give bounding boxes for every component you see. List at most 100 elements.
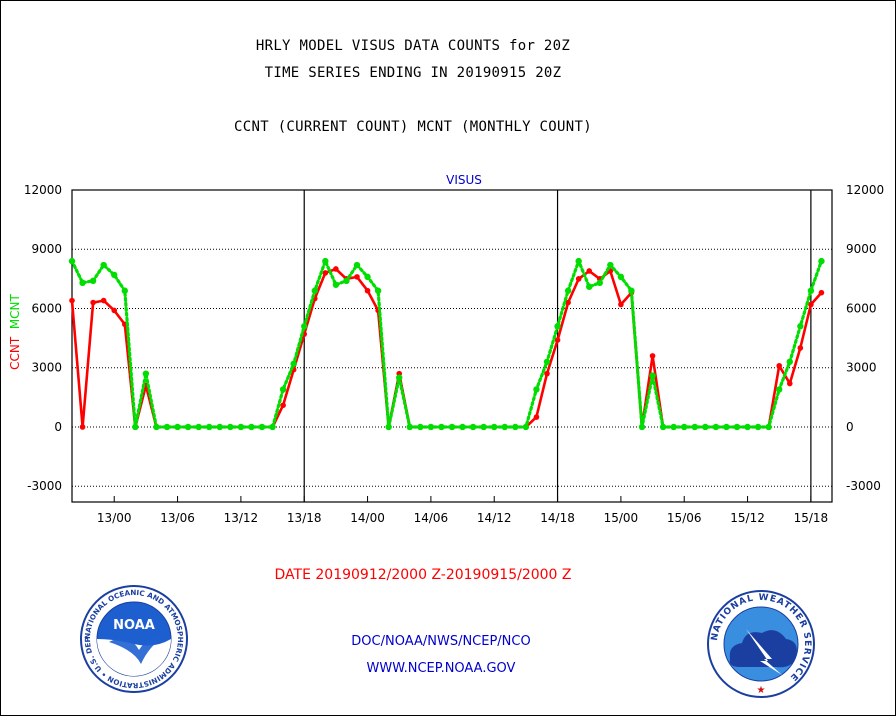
data-point-mcnt	[659, 423, 667, 431]
data-point-mcnt	[385, 423, 392, 431]
data-point-mcnt	[396, 374, 403, 381]
data-point-mcnt	[269, 423, 276, 431]
data-point-ccnt	[808, 301, 814, 308]
data-point-mcnt	[522, 423, 530, 431]
data-point-mcnt	[206, 423, 213, 431]
y-axis-label-mcnt: MCNT	[8, 293, 22, 329]
date-range-label: DATE 20190912/2000 Z-20190915/2000 Z	[275, 567, 572, 583]
y-tick-label-left: 6000	[31, 301, 62, 315]
data-point-mcnt	[543, 358, 551, 365]
label-layer: 12000 12000 9000 9000 6000 6000 3000 3000 0 0 -300…	[8, 173, 884, 676]
data-point-ccnt	[776, 362, 783, 369]
y-tick-label-left: 9000	[31, 242, 62, 256]
data-point-mcnt	[301, 323, 308, 330]
y-tick-label-right: -3000	[846, 479, 881, 493]
header-line-2: TIME SERIES ENDING IN 20190915 20Z	[264, 65, 562, 81]
data-point-mcnt	[343, 277, 350, 285]
data-point-ccnt	[333, 266, 339, 272]
data-point-mcnt	[417, 423, 424, 431]
data-point-ccnt	[354, 274, 360, 280]
data-point-ccnt	[786, 380, 793, 387]
data-point-ccnt	[575, 276, 582, 282]
data-point-mcnt	[649, 372, 656, 379]
data-point-mcnt	[184, 423, 192, 431]
data-point-mcnt	[617, 273, 625, 281]
data-point-ccnt	[111, 307, 118, 314]
header-line-3: CCNT (CURRENT COUNT) MCNT (MONTHLY COUNT…	[234, 119, 592, 135]
data-point-mcnt	[142, 370, 150, 377]
y-tick-label-left: 0	[54, 420, 62, 434]
data-point-mcnt	[258, 423, 266, 431]
data-point-mcnt	[807, 287, 815, 294]
data-point-mcnt	[575, 257, 582, 265]
data-point-mcnt	[754, 423, 762, 431]
x-tick-label: 15/00	[604, 511, 639, 525]
data-point-ccnt	[565, 299, 571, 306]
data-point-mcnt	[448, 423, 456, 431]
y-tick-label-left: 3000	[31, 361, 62, 375]
data-point-mcnt	[322, 257, 329, 265]
x-tick-label: 14/18	[540, 511, 575, 525]
x-tick-label: 13/00	[97, 511, 132, 525]
series-line-ccnt	[70, 267, 823, 429]
data-point-mcnt	[491, 423, 498, 431]
star-icon: ★	[757, 685, 766, 696]
data-point-ccnt	[533, 414, 540, 420]
x-tick-label: 13/18	[287, 511, 322, 525]
data-point-mcnt	[586, 283, 593, 290]
x-tick-label: 15/12	[730, 511, 765, 525]
data-point-mcnt	[227, 423, 234, 431]
data-point-mcnt	[353, 261, 361, 269]
y-tick-label-left: -3000	[27, 479, 62, 493]
axis-layer	[71, 189, 833, 503]
y-tick-label-right: 6000	[846, 301, 877, 315]
data-point-mcnt	[733, 423, 741, 431]
x-tick-label: 13/12	[224, 511, 259, 525]
x-tick-label: 15/18	[794, 511, 829, 525]
data-point-mcnt	[279, 386, 287, 393]
y-axis-label-ccnt: CCNT	[8, 329, 22, 370]
data-point-mcnt	[744, 423, 751, 431]
x-tick-label: 13/06	[160, 511, 195, 525]
y-tick-label-right: 0	[846, 420, 854, 434]
vertical-marker-layer	[303, 190, 812, 502]
series-layer	[68, 257, 825, 431]
y-tick-label-right: 12000	[846, 183, 884, 197]
data-point-mcnt	[427, 423, 435, 431]
data-point-ccnt	[649, 353, 656, 359]
chart-title: VISUS	[446, 173, 482, 187]
data-point-mcnt	[89, 277, 97, 285]
y-tick-label-left: 12000	[24, 183, 62, 197]
data-point-mcnt	[163, 423, 171, 431]
data-point-ccnt	[322, 270, 329, 276]
y-tick-label-right: 9000	[846, 242, 877, 256]
data-point-mcnt	[712, 423, 720, 431]
series-line-mcnt	[70, 259, 823, 429]
data-point-mcnt	[480, 423, 487, 431]
data-point-mcnt	[195, 423, 202, 431]
data-point-mcnt	[564, 287, 572, 294]
data-point-ccnt	[79, 424, 86, 430]
data-point-mcnt	[153, 423, 160, 431]
data-point-ccnt	[586, 268, 593, 274]
data-point-ccnt	[100, 297, 107, 304]
data-point-mcnt	[459, 423, 466, 431]
data-point-mcnt	[406, 423, 413, 431]
data-point-mcnt	[374, 287, 382, 294]
data-point-mcnt	[174, 423, 181, 431]
data-point-mcnt	[438, 423, 445, 431]
data-point-mcnt	[765, 423, 772, 431]
plot-border	[71, 189, 833, 503]
x-tick-label: 14/00	[350, 511, 385, 525]
data-point-mcnt	[79, 279, 86, 287]
data-point-mcnt	[248, 423, 255, 431]
data-point-mcnt	[670, 423, 677, 431]
data-point-ccnt	[618, 301, 624, 308]
x-tick-label: 15/06	[667, 511, 702, 525]
data-point-mcnt	[111, 271, 118, 279]
data-point-mcnt	[290, 360, 297, 367]
data-point-mcnt	[469, 423, 477, 431]
data-point-ccnt	[280, 402, 286, 409]
data-point-mcnt	[607, 261, 614, 269]
data-point-mcnt	[132, 423, 139, 431]
